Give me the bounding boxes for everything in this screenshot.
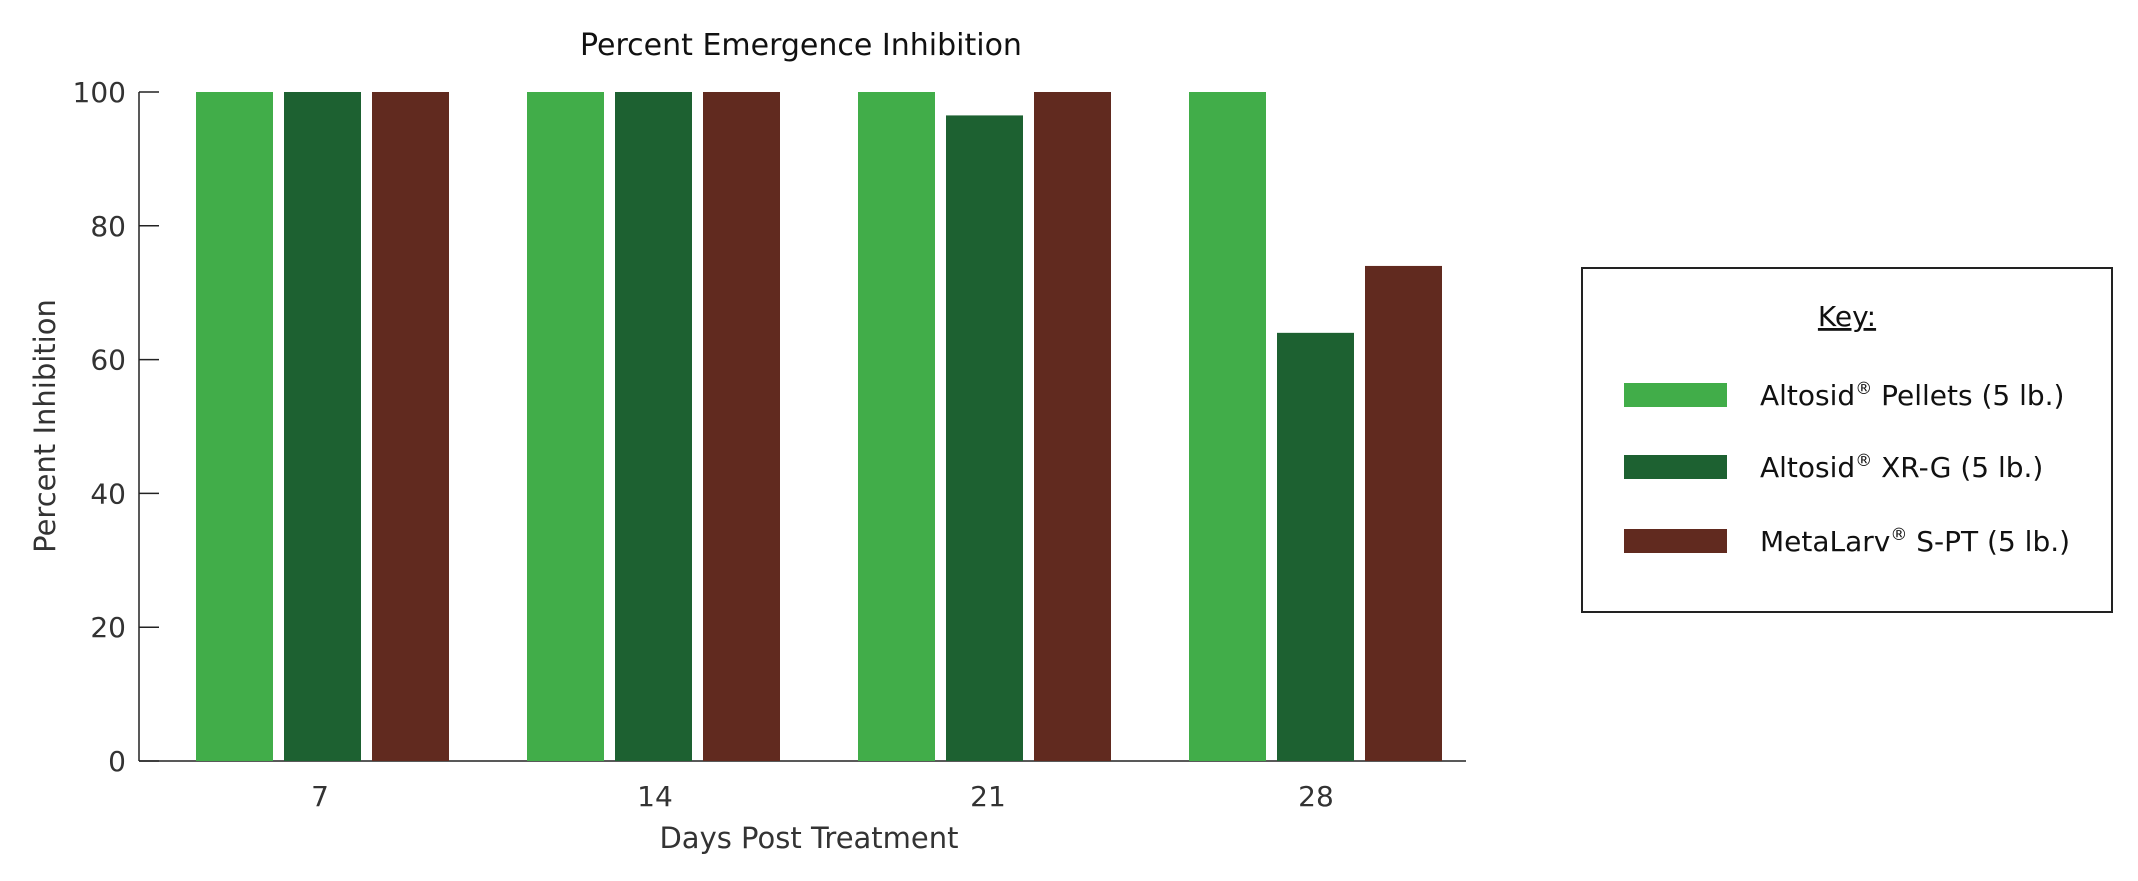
- bar: [946, 115, 1023, 762]
- y-axis: 0 20 40 60 80 100: [73, 76, 159, 778]
- y-tick-label: 40: [90, 477, 126, 510]
- chart-title: Percent Emergence Inhibition: [580, 28, 1022, 63]
- y-tick-label: 80: [90, 210, 126, 243]
- x-tick-label: 21: [970, 780, 1006, 813]
- bar: [527, 92, 604, 761]
- bar: [284, 92, 361, 761]
- legend-frame: [1581, 267, 2113, 613]
- bar: [1189, 92, 1266, 761]
- legend-swatch: [1624, 529, 1727, 553]
- y-tick-label: 60: [90, 344, 126, 377]
- x-axis: 7 14 21 28: [139, 760, 1466, 813]
- x-tick-label: 28: [1298, 780, 1334, 813]
- x-tick-label: 14: [637, 780, 673, 813]
- legend-label: Altosid® XR-G (5 lb.): [1760, 451, 2043, 484]
- bar: [1034, 92, 1111, 761]
- y-tick-label: 100: [73, 76, 126, 109]
- legend-label: MetaLarv® S-PT (5 lb.): [1760, 525, 2070, 558]
- y-axis-label: Percent Inhibition: [28, 299, 62, 553]
- bar: [615, 92, 692, 761]
- y-tick-label: 0: [108, 745, 126, 778]
- legend-title: Key:: [1818, 300, 1876, 333]
- legend-items: Altosid® Pellets (5 lb.) Altosid® XR-G (5…: [1624, 379, 2070, 558]
- legend-label: Altosid® Pellets (5 lb.): [1760, 379, 2064, 412]
- bars: [196, 92, 1442, 762]
- x-axis-label: Days Post Treatment: [659, 821, 958, 855]
- legend: Key: Altosid® Pellets (5 lb.) Altosid® XR…: [1581, 267, 2113, 613]
- legend-swatch: [1624, 455, 1727, 479]
- bar: [1277, 332, 1354, 761]
- bar: [196, 92, 273, 761]
- x-tick-label: 7: [311, 780, 329, 813]
- legend-swatch: [1624, 383, 1727, 407]
- bar: [703, 92, 780, 761]
- y-tick-label: 20: [90, 611, 126, 644]
- bar: [372, 92, 449, 761]
- bar: [1365, 265, 1442, 761]
- bar: [858, 92, 935, 761]
